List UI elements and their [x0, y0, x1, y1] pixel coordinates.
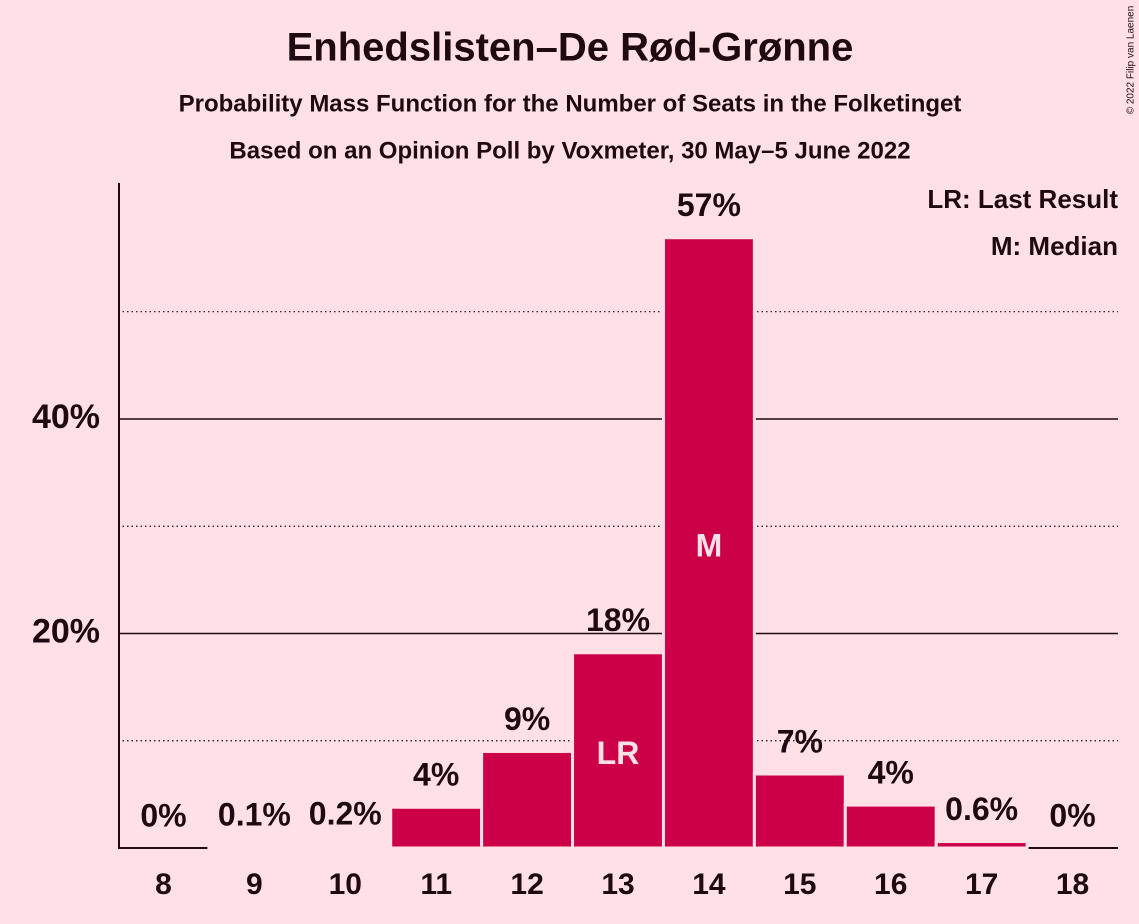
x-tick-label: 10	[329, 868, 362, 901]
bar	[298, 844, 393, 850]
x-tick-label: 16	[874, 868, 907, 901]
chart-title: Enhedslisten–De Rød-Grønne	[287, 26, 854, 70]
value-label: 0.1%	[218, 796, 291, 832]
chart-subtitle: Based on an Opinion Poll by Voxmeter, 30…	[229, 137, 910, 164]
bar	[661, 236, 756, 850]
value-label: 0.6%	[945, 791, 1018, 827]
bar	[843, 803, 938, 850]
bar	[752, 772, 847, 850]
x-tick-label: 15	[783, 868, 816, 901]
value-label: 0%	[1049, 797, 1095, 833]
x-tick-label: 13	[601, 868, 634, 901]
bar	[934, 840, 1029, 850]
bar-annotation: M	[696, 527, 723, 563]
x-tick-label: 12	[510, 868, 543, 901]
value-label: 9%	[504, 701, 550, 737]
y-tick-label: 20%	[32, 612, 100, 650]
legend-entry: M: Median	[991, 231, 1118, 261]
value-label: 0.2%	[309, 795, 382, 831]
x-tick-label: 14	[692, 868, 726, 901]
value-label: 57%	[677, 187, 741, 223]
bar	[389, 805, 484, 850]
x-tick-label: 8	[155, 868, 172, 901]
value-label: 18%	[586, 602, 650, 638]
copyright: © 2022 Filip van Laenen	[1126, 6, 1137, 115]
bar-annotation: LR	[597, 735, 640, 771]
x-tick-label: 18	[1056, 868, 1089, 901]
x-tick-label: 17	[965, 868, 998, 901]
value-label: 0%	[140, 797, 186, 833]
bar	[480, 749, 575, 850]
value-label: 7%	[777, 723, 823, 759]
x-tick-label: 11	[420, 868, 452, 901]
x-tick-label: 9	[246, 868, 263, 901]
chart-subtitle: Probability Mass Function for the Number…	[179, 90, 962, 117]
value-label: 4%	[868, 755, 914, 791]
bar	[207, 845, 302, 850]
y-tick-label: 40%	[32, 398, 100, 436]
legend-entry: LR: Last Result	[927, 184, 1118, 214]
value-label: 4%	[413, 757, 459, 793]
